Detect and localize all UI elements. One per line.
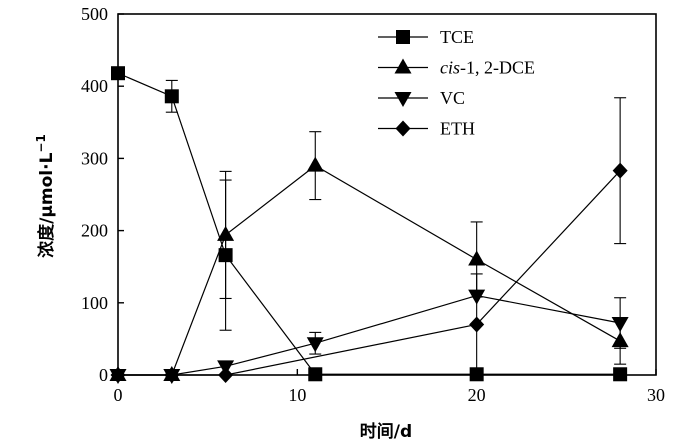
data-point-square — [218, 248, 233, 263]
y-axis-title: 浓度/μmol·L−1 — [34, 134, 57, 258]
legend-label-text: -1, 2-DCE — [460, 58, 535, 78]
y-axis-title-sup: −1 — [34, 134, 48, 152]
data-point-triangle-down — [306, 337, 324, 353]
legend-label-text: VC — [440, 88, 465, 108]
series-line-square — [117, 72, 621, 375]
legend-label-diamond: ETH — [440, 119, 475, 139]
legend-label-square: TCE — [440, 27, 474, 47]
axes — [117, 13, 657, 376]
plot-frame — [117, 13, 657, 376]
y-tick-label: 200 — [81, 221, 108, 241]
data-point-square — [164, 89, 179, 104]
series-line-triangle-up — [118, 164, 621, 376]
legend-marker-square — [396, 30, 410, 44]
x-axis-title: 时间/d — [360, 421, 412, 442]
data-point-diamond — [612, 162, 628, 179]
series-line-triangle-down — [118, 294, 621, 376]
x-tick-label: 0 — [114, 385, 123, 405]
legend-label-italic: cis — [440, 58, 460, 78]
data-point-square — [111, 66, 125, 81]
series-lines — [117, 72, 621, 376]
series-markers — [109, 66, 629, 384]
legend-marker-triangle-down — [394, 92, 412, 107]
legend-label-text: ETH — [440, 119, 475, 139]
series-line-diamond — [118, 170, 621, 376]
x-tick-label: 20 — [468, 385, 486, 405]
legend-marker-triangle-up — [394, 58, 412, 74]
legend-label-triangle-down: VC — [440, 88, 465, 108]
data-point-triangle-up — [611, 332, 629, 348]
data-point-triangle-down — [468, 289, 486, 305]
data-point-square — [308, 367, 323, 382]
x-tick-label: 10 — [288, 385, 306, 405]
y-tick-label: 100 — [81, 293, 108, 313]
legend: TCE cis-1, 2-DCE VC ETH — [378, 27, 535, 139]
data-point-triangle-up — [306, 156, 324, 172]
data-point-triangle-up — [468, 250, 486, 266]
y-tick-label: 500 — [81, 4, 108, 24]
data-point-triangle-down — [611, 317, 629, 333]
y-tick-label: 400 — [81, 76, 108, 96]
data-point-square — [469, 367, 484, 382]
data-point-diamond — [469, 316, 485, 333]
legend-label-triangle-up: cis-1, 2-DCE — [440, 58, 535, 78]
x-tick-label: 30 — [647, 385, 665, 405]
y-tick-label: 300 — [81, 148, 108, 168]
y-axis-title-main: 浓度/μmol·L — [36, 152, 57, 257]
data-point-diamond — [164, 367, 180, 383]
legend-label-text: TCE — [440, 27, 474, 47]
legend-marker-diamond — [395, 120, 411, 137]
data-point-diamond — [110, 367, 126, 383]
data-point-diamond — [218, 367, 234, 383]
data-point-triangle-up — [217, 225, 235, 241]
y-tick-label: 0 — [99, 365, 108, 385]
data-point-square — [613, 367, 628, 382]
